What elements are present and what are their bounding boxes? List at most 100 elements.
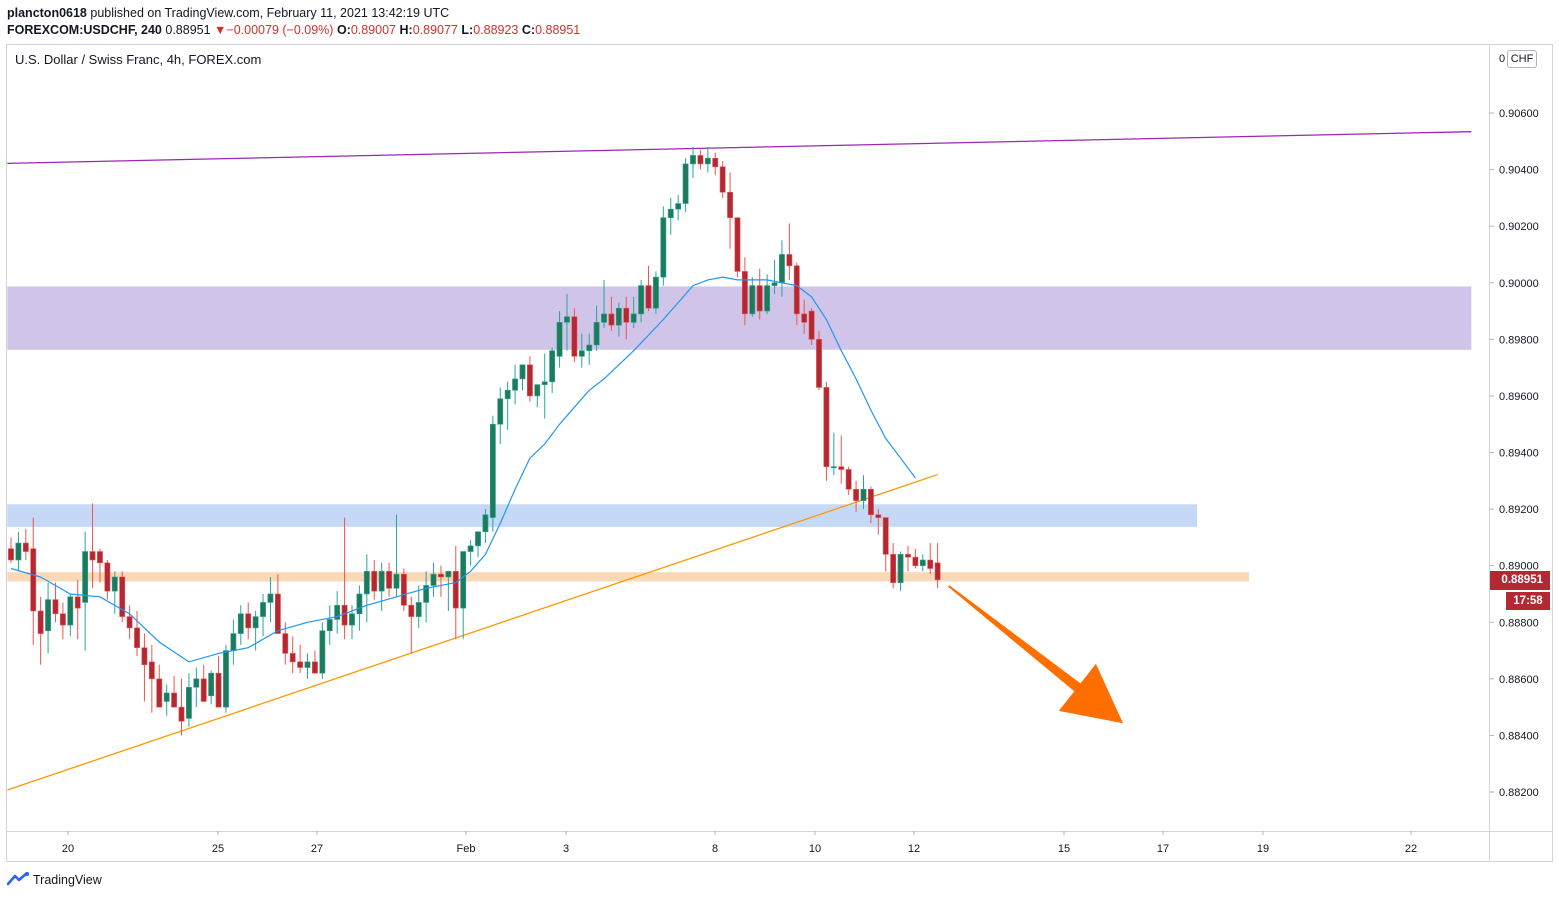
candle-body — [808, 310, 815, 340]
candle-body — [363, 571, 370, 595]
lines-layer — [7, 131, 1472, 791]
candle — [497, 387, 504, 445]
candle-body — [727, 191, 733, 218]
candle — [334, 591, 341, 634]
candle — [245, 602, 252, 640]
candle-body — [104, 562, 111, 592]
candle-body — [712, 157, 719, 168]
axes-layer: 0.90600 0.90400 0.90200 0.90000 0.89800 0.896… — [7, 45, 1552, 861]
candle-body — [556, 322, 563, 357]
candle-body — [111, 576, 118, 592]
candle — [905, 545, 911, 572]
time-tick-label: 15 — [1058, 843, 1070, 855]
symbol-info: FOREXCOM:USDCHF, 240 0.88951 ▼−0.00079 (… — [7, 22, 580, 38]
candle — [319, 622, 326, 679]
close-value: 0.88951 — [535, 23, 581, 37]
candle-body — [452, 571, 459, 609]
candle-body — [304, 661, 311, 668]
candle — [690, 146, 696, 179]
candle-body — [82, 551, 89, 603]
ascending-trendline — [7, 473, 938, 791]
candle-body — [608, 313, 615, 326]
candle-body — [289, 653, 296, 663]
candle — [578, 333, 585, 368]
publisher-name[interactable]: plancton0618 — [7, 6, 87, 20]
candle-body — [393, 573, 400, 589]
candle — [897, 551, 904, 592]
candle-body — [853, 488, 859, 501]
candle-body — [653, 276, 659, 309]
price-tick-label: 0.89200 — [1499, 504, 1539, 516]
candle — [178, 678, 185, 736]
candle — [675, 195, 682, 221]
candle-body — [356, 593, 363, 615]
price-tick-label-cut: 0 — [1499, 53, 1505, 65]
candle-body — [467, 545, 474, 552]
candle-body — [193, 678, 200, 688]
published-text: published on TradingView.com, February 1… — [90, 6, 450, 20]
candle — [119, 571, 126, 623]
candle-body — [97, 551, 103, 564]
candle — [564, 294, 570, 351]
candle-body — [126, 616, 133, 629]
candle — [297, 644, 304, 674]
candle — [830, 432, 837, 476]
candle — [67, 593, 74, 637]
candle-body — [779, 254, 785, 284]
candle — [260, 593, 266, 637]
candle-body — [8, 548, 14, 561]
candle — [541, 353, 548, 419]
candle — [274, 574, 281, 634]
candle-body — [445, 571, 452, 578]
candle-body — [823, 387, 830, 467]
price-tick-label: 0.90600 — [1499, 108, 1539, 120]
candle-body — [868, 488, 874, 516]
candle-body — [578, 350, 585, 357]
candle-body — [400, 573, 407, 606]
candle — [741, 257, 748, 326]
candle-body — [771, 282, 778, 286]
candle — [111, 571, 118, 614]
candle — [571, 308, 578, 362]
time-tick-label: 22 — [1405, 843, 1417, 855]
candle-body — [245, 613, 252, 629]
candle — [30, 517, 37, 645]
tradingview-footer[interactable]: TradingView — [6, 871, 102, 889]
candle — [393, 514, 400, 597]
candle-body — [349, 613, 355, 626]
candle-body — [534, 384, 541, 397]
candle-body — [186, 687, 192, 719]
candle-body — [860, 488, 867, 501]
candle — [549, 347, 556, 394]
candle-body — [890, 554, 897, 583]
candle — [601, 279, 607, 329]
price-tick-label: 0.90400 — [1499, 165, 1539, 177]
candle — [423, 571, 430, 623]
candle-body — [749, 285, 756, 315]
candle-body — [905, 554, 911, 558]
chart-title: U.S. Dollar / Swiss Franc, 4h, FOREX.com — [15, 52, 262, 67]
candle-body — [675, 203, 682, 210]
candle-body — [230, 633, 237, 651]
candle-body — [830, 466, 837, 469]
candle-body — [704, 157, 711, 165]
candle — [371, 560, 378, 600]
currency-badge[interactable]: CHF — [1507, 50, 1537, 68]
candle — [326, 605, 333, 645]
candle-body — [816, 339, 822, 388]
candle-body — [697, 155, 704, 165]
candle — [208, 670, 215, 705]
candle-body — [341, 604, 348, 626]
candle-body — [882, 517, 889, 555]
candle — [719, 161, 726, 198]
candle — [756, 268, 763, 320]
high-value: 0.89077 — [412, 23, 458, 37]
candle-body — [22, 542, 29, 552]
candle — [801, 299, 808, 334]
candle — [890, 543, 897, 589]
candle — [237, 605, 244, 645]
candle-body — [793, 265, 800, 315]
candle-body — [475, 531, 481, 547]
candle-body — [615, 307, 622, 326]
